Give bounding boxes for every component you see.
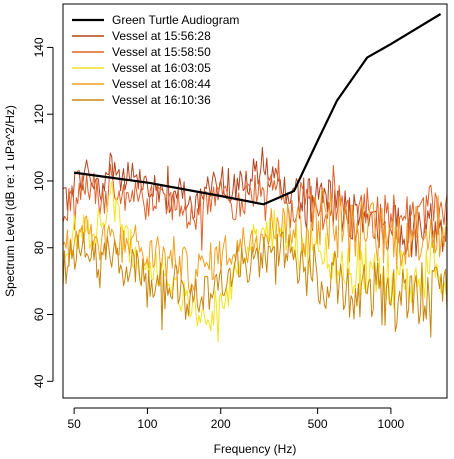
y-tick-label: 140: [32, 37, 46, 57]
legend-label: Vessel at 15:56:28: [112, 29, 211, 43]
series-layer: [62, 146, 448, 343]
legend-label: Vessel at 16:03:05: [112, 61, 211, 75]
x-tick-label: 100: [137, 417, 157, 431]
x-axis-title: Frequency (Hz): [214, 442, 297, 456]
legend-label: Vessel at 16:08:44: [112, 77, 211, 91]
vessel-series-line: [62, 146, 448, 258]
audiogram-line: [73, 13, 442, 206]
x-tick-label: 500: [308, 417, 328, 431]
y-tick-label: 60: [32, 308, 46, 322]
audiogram-layer: [73, 13, 442, 206]
y-tick-label: 80: [32, 241, 46, 255]
y-tick-label: 120: [32, 104, 46, 124]
vessel-series-line: [62, 231, 448, 338]
legend-label: Green Turtle Audiogram: [112, 13, 239, 27]
legend-label: Vessel at 16:10:36: [112, 93, 211, 107]
legend: Green Turtle Audiogram Vessel at 15:56:28…: [72, 13, 239, 107]
vessel-series-line: [62, 187, 448, 294]
plot-frame: [62, 3, 448, 399]
vessel-series-line: [62, 181, 448, 343]
x-tick-label: 50: [67, 417, 81, 431]
x-tick-label: 1000: [378, 417, 405, 431]
x-tick-label: 200: [211, 417, 231, 431]
legend-label: Vessel at 15:58:50: [112, 45, 211, 59]
x-axis: 50 100 200 500 1000: [67, 407, 405, 431]
y-tick-label: 100: [32, 171, 46, 191]
y-tick-label: 40: [32, 374, 46, 388]
y-axis: 40 60 80 100 120 140: [32, 37, 54, 388]
y-axis-title: Spectrum Level (dB re: 1 uPa^2/Hz): [3, 105, 17, 297]
